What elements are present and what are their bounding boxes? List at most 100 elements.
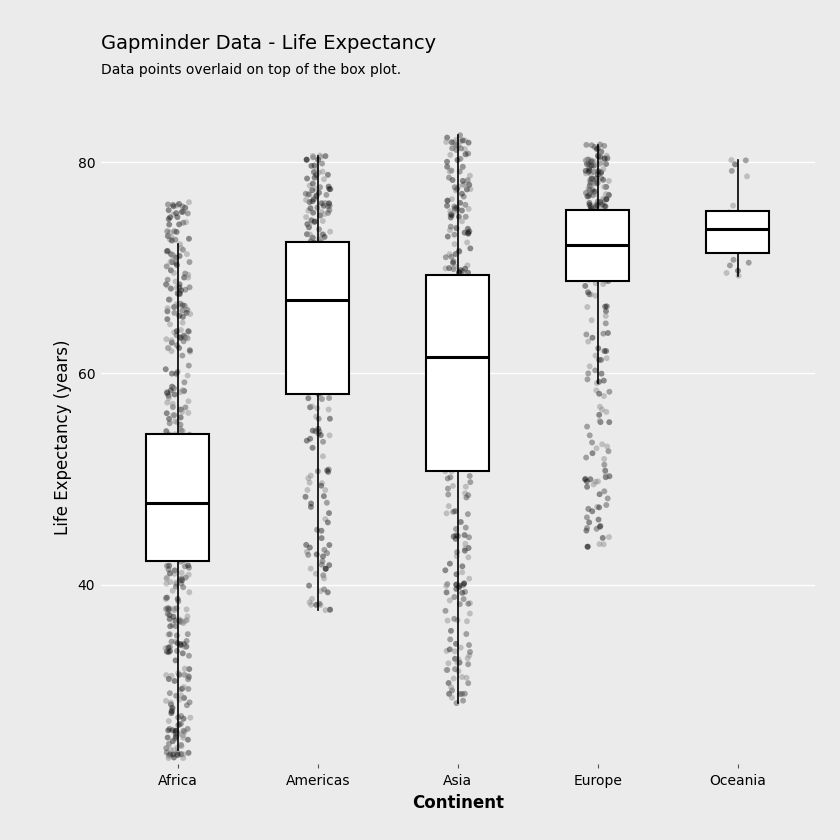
- Point: [171, 748, 185, 762]
- Point: [455, 687, 469, 701]
- Point: [160, 559, 174, 573]
- Point: [727, 235, 741, 249]
- Point: [161, 481, 175, 495]
- Point: [165, 698, 178, 711]
- Point: [318, 288, 331, 302]
- Point: [160, 448, 173, 461]
- X-axis label: Continent: Continent: [412, 794, 504, 811]
- Point: [167, 444, 181, 457]
- Point: [447, 672, 460, 685]
- Point: [167, 408, 181, 422]
- Point: [449, 221, 463, 234]
- Point: [167, 567, 181, 580]
- Point: [173, 448, 186, 461]
- Point: [171, 497, 185, 511]
- Point: [161, 601, 175, 615]
- Point: [171, 433, 184, 447]
- Point: [321, 290, 334, 303]
- Point: [169, 486, 182, 499]
- Point: [163, 608, 176, 622]
- Point: [176, 549, 189, 562]
- Point: [453, 441, 466, 454]
- Point: [449, 402, 463, 415]
- Point: [300, 153, 313, 166]
- Point: [450, 288, 464, 302]
- Point: [167, 382, 181, 396]
- Point: [166, 528, 180, 541]
- Point: [300, 153, 313, 166]
- Point: [181, 538, 194, 551]
- Point: [447, 347, 460, 360]
- Point: [164, 620, 177, 633]
- Point: [322, 463, 335, 476]
- Point: [445, 135, 459, 149]
- Point: [443, 248, 456, 261]
- Point: [601, 274, 615, 287]
- Point: [461, 658, 475, 671]
- Point: [182, 232, 196, 245]
- Point: [314, 327, 328, 340]
- Point: [600, 250, 613, 264]
- Point: [303, 328, 317, 341]
- Point: [179, 571, 192, 585]
- Point: [176, 216, 190, 229]
- Point: [592, 238, 606, 251]
- Point: [462, 287, 475, 301]
- Point: [168, 388, 181, 402]
- Point: [161, 547, 175, 560]
- Point: [164, 282, 177, 296]
- Point: [176, 549, 189, 563]
- Point: [311, 380, 324, 393]
- Point: [176, 682, 189, 696]
- Point: [174, 430, 187, 444]
- Point: [165, 465, 179, 478]
- Point: [301, 483, 314, 496]
- Point: [167, 481, 181, 495]
- Point: [583, 198, 596, 212]
- Point: [459, 210, 472, 223]
- Point: [601, 241, 614, 255]
- Point: [727, 253, 740, 266]
- Point: [318, 483, 332, 496]
- Point: [305, 159, 318, 172]
- Point: [581, 262, 595, 276]
- Point: [171, 637, 184, 650]
- Point: [463, 178, 476, 192]
- Point: [593, 256, 606, 270]
- Point: [596, 227, 610, 240]
- Point: [176, 615, 190, 628]
- Point: [307, 192, 321, 206]
- Point: [166, 429, 180, 443]
- Point: [597, 220, 611, 234]
- Point: [597, 255, 611, 269]
- Point: [174, 475, 187, 489]
- Point: [454, 299, 468, 312]
- Point: [743, 220, 757, 234]
- Point: [161, 465, 175, 478]
- Point: [179, 476, 192, 490]
- Point: [580, 244, 593, 257]
- Point: [160, 441, 174, 454]
- Point: [440, 199, 454, 213]
- Point: [453, 406, 466, 419]
- Point: [176, 516, 190, 529]
- Point: [177, 712, 191, 726]
- Point: [584, 209, 597, 223]
- Point: [312, 186, 326, 199]
- Point: [165, 496, 179, 510]
- PathPatch shape: [146, 434, 209, 561]
- Point: [162, 213, 176, 226]
- Point: [464, 242, 477, 255]
- Point: [160, 496, 174, 509]
- Point: [323, 225, 337, 239]
- Point: [169, 548, 182, 561]
- Point: [168, 564, 181, 577]
- Point: [176, 520, 190, 533]
- Point: [181, 682, 195, 696]
- Point: [160, 448, 173, 461]
- Point: [462, 531, 475, 544]
- Point: [315, 325, 328, 339]
- Point: [306, 400, 319, 413]
- Point: [449, 663, 462, 676]
- Point: [167, 445, 181, 459]
